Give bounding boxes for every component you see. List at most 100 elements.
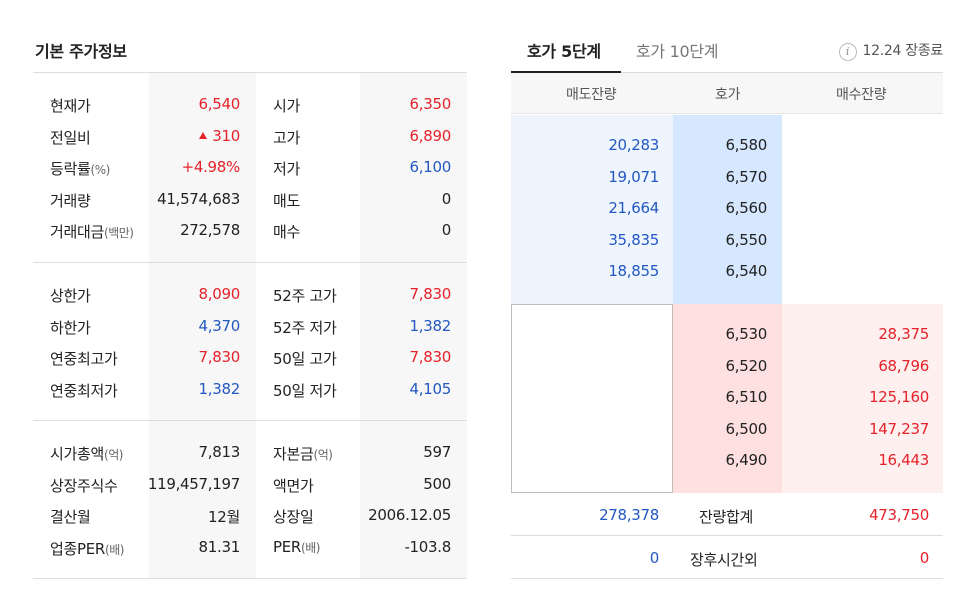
info-label-unit: (배) <box>105 542 124 557</box>
bid-price: 6,490 <box>725 451 768 469</box>
header-buy-volume: 매수잔량 <box>836 87 887 103</box>
after-hours-sell-volume: 0 <box>649 549 660 567</box>
after-hours-buy-volume: 0 <box>919 549 930 567</box>
market-status: i 12.24 장종료 <box>838 40 944 61</box>
tab-orderbook-10[interactable]: 호가 10단계 <box>636 42 719 61</box>
info-value: 1,382 <box>198 379 241 398</box>
info-value-text: 1,382 <box>198 379 241 398</box>
info-row: 상한가 8,090 52주 고가 7,830 <box>33 279 467 310</box>
info-group: 현재가 6,540 시가 6,350 전일비 310 고가 6,890 등락률(%) +4.98%… <box>33 73 467 262</box>
bid-volume-area <box>782 304 943 493</box>
info-value-text: 7,813 <box>198 443 241 461</box>
info-label-unit: (억) <box>104 448 123 462</box>
bid-price: 6,520 <box>725 356 768 375</box>
info-label: 시가총액(억) <box>50 443 123 464</box>
ask-price: 6,540 <box>725 262 768 280</box>
info-label-text: 거래대금 <box>50 223 105 241</box>
info-label: 등락률(%) <box>50 158 110 179</box>
tab-divider <box>511 72 943 73</box>
ask-row[interactable]: 35,835 6,550 <box>511 225 943 256</box>
group-divider <box>33 262 467 263</box>
info-row: 결산월 12월 상장일 2006.12.05 <box>33 500 467 531</box>
market-status-text: 12.24 장종료 <box>862 43 944 59</box>
info-label-text: 업종PER <box>50 539 106 558</box>
bid-row[interactable]: 6,510 125,160 <box>511 382 943 413</box>
info-value-text: 272,578 <box>180 221 240 239</box>
info-value-text: 310 <box>212 126 240 145</box>
info-value: 12월 <box>208 506 240 527</box>
info-label-text: 거래량 <box>50 191 91 210</box>
ask-row[interactable]: 20,283 6,580 <box>511 130 943 161</box>
ask-volume: 20,283 <box>608 136 659 154</box>
bid-row[interactable]: 6,500 147,237 <box>511 414 943 445</box>
ask-volume: 18,855 <box>608 262 659 280</box>
column-bg <box>360 73 467 262</box>
info-label-unit: (%) <box>90 163 111 177</box>
bid-volume: 147,237 <box>869 419 929 438</box>
bid-volume: 16,443 <box>878 451 929 469</box>
info-value: 4,370 <box>199 317 241 335</box>
info-label-text: 매도 <box>273 191 301 210</box>
ask-row[interactable]: 18,855 6,540 <box>511 256 943 287</box>
info-label-text: 시가총액 <box>50 445 105 463</box>
info-label: 결산월 <box>50 506 91 527</box>
bid-volume: 28,375 <box>878 325 929 343</box>
ask-volume: 35,835 <box>608 230 659 249</box>
info-value: 6,100 <box>409 158 452 176</box>
bid-price: 6,500 <box>725 419 768 438</box>
info-label: 매도 <box>273 190 300 211</box>
tab-orderbook-5[interactable]: 호가 5단계 <box>527 42 601 61</box>
info-value-text: +4.98% <box>181 158 241 176</box>
info-value: 7,830 <box>199 348 241 366</box>
bid-row[interactable]: 6,490 16,443 <box>511 445 943 476</box>
bid-volume: 68,796 <box>878 356 929 375</box>
info-label-text: 상한가 <box>50 287 91 305</box>
info-value: 7,830 <box>409 285 452 303</box>
info-label-text: 하한가 <box>50 318 91 337</box>
info-group: 상한가 8,090 52주 고가 7,830 하한가 4,370 52주 저가 1,382 연중… <box>33 263 467 420</box>
info-label-text: 전일비 <box>50 128 91 147</box>
bid-price: 6,510 <box>725 388 768 406</box>
info-label-text: 시가 <box>273 97 301 115</box>
info-group: 시가총액(억) 7,813 자본금(억) 597 상장주식수 119,457,197 액면가… <box>33 421 467 578</box>
info-value: 8,090 <box>199 285 241 303</box>
header-sell-volume: 매도잔량 <box>566 87 617 103</box>
info-value: 6,350 <box>409 95 452 113</box>
ask-volume-area <box>511 115 673 304</box>
info-value: 2006.12.05 <box>368 506 451 524</box>
info-value: 81.31 <box>199 538 241 556</box>
info-row: 거래량 41,574,683 매도 0 <box>33 184 467 215</box>
total-sell-volume: 278,378 <box>599 506 659 524</box>
info-value: -103.8 <box>404 537 451 556</box>
ask-price: 6,570 <box>725 167 768 186</box>
info-label-text: 등락률 <box>50 160 91 178</box>
info-value: 0 <box>441 189 452 208</box>
info-icon[interactable]: i <box>838 43 857 61</box>
total-buy-volume: 473,750 <box>869 506 929 524</box>
info-label: 액면가 <box>273 475 314 496</box>
info-row: 거래대금(백만) 272,578 매수 0 <box>33 215 467 246</box>
info-label-unit: (배) <box>301 540 320 555</box>
ask-row[interactable]: 21,664 6,560 <box>511 193 943 224</box>
info-value: 119,457,197 <box>148 475 240 493</box>
info-label: 상장주식수 <box>50 475 118 496</box>
info-value: 41,574,683 <box>157 190 240 208</box>
ask-row[interactable]: 19,071 6,570 <box>511 162 943 193</box>
after-hours-label: 장후시간외 <box>690 551 758 569</box>
column-bg <box>149 263 256 420</box>
info-label-text: 상장일 <box>273 508 314 526</box>
ask-volume: 21,664 <box>608 199 659 217</box>
bid-row[interactable]: 6,530 28,375 <box>511 319 943 350</box>
info-value-text: 41,574,683 <box>157 189 240 208</box>
info-label: 연중최고가 <box>50 348 118 369</box>
bid-row[interactable]: 6,520 68,796 <box>511 351 943 382</box>
info-value: +4.98% <box>181 158 241 176</box>
info-value: 0 <box>441 221 452 239</box>
basic-info-title: 기본 주가정보 <box>35 42 127 61</box>
info-label-text: 상장주식수 <box>50 476 118 495</box>
info-label: 상장일 <box>273 506 314 527</box>
column-bg <box>360 263 467 420</box>
info-value: 7,830 <box>409 348 452 366</box>
info-row: 등락률(%) +4.98% 저가 6,100 <box>33 152 467 183</box>
active-tab-indicator <box>511 71 621 73</box>
